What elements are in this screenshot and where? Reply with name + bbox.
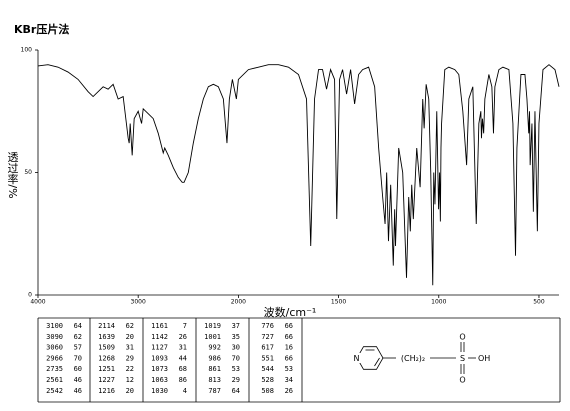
peak-transmittance: 30 [232, 344, 240, 352]
peak-wavenumber: 1127 [151, 344, 168, 352]
peak-transmittance: 60 [74, 365, 82, 373]
peak-transmittance: 64 [74, 322, 82, 330]
peak-transmittance: 66 [285, 333, 293, 341]
peak-wavenumber: 3090 [46, 333, 63, 341]
atom-label: S [460, 354, 465, 363]
peak-wavenumber: 727 [261, 333, 274, 341]
y-axis-label: 透过率/% [6, 151, 19, 198]
peak-wavenumber: 1161 [151, 322, 168, 330]
x-tick-label: 4000 [30, 299, 45, 306]
peak-wavenumber: 1001 [204, 333, 221, 341]
peak-transmittance: 66 [285, 322, 293, 330]
y-tick-label: 50 [24, 169, 32, 176]
peak-wavenumber: 1093 [151, 354, 168, 362]
peak-wavenumber: 1142 [151, 333, 168, 341]
peak-wavenumber: 544 [261, 365, 274, 373]
peak-wavenumber: 813 [208, 376, 221, 384]
peak-transmittance: 70 [232, 354, 240, 362]
peak-transmittance: 64 [232, 387, 240, 395]
peak-transmittance: 53 [285, 365, 293, 373]
peak-wavenumber: 1073 [151, 365, 168, 373]
peak-transmittance: 7 [183, 322, 187, 330]
peak-wavenumber: 1227 [98, 376, 115, 384]
peak-wavenumber: 2561 [46, 376, 63, 384]
peak-transmittance: 20 [126, 333, 134, 341]
x-tick-label: 3000 [131, 299, 146, 306]
peak-transmittance: 66 [285, 354, 293, 362]
peak-wavenumber: 1019 [204, 322, 221, 330]
peak-transmittance: 62 [126, 322, 134, 330]
peak-wavenumber: 3100 [46, 322, 63, 330]
peak-transmittance: 22 [126, 365, 134, 373]
chart-title: KBr压片法 [14, 22, 69, 36]
peak-wavenumber: 508 [261, 387, 274, 395]
peak-transmittance: 35 [232, 333, 240, 341]
peak-transmittance: 4 [183, 387, 187, 395]
peak-wavenumber: 2735 [46, 365, 63, 373]
peak-transmittance: 68 [179, 365, 187, 373]
structure: N (CH₂)₂ S O O OH [352, 333, 490, 385]
peak-wavenumber: 1251 [98, 365, 115, 373]
peak-transmittance: 29 [232, 376, 240, 384]
peak-wavenumber: 1509 [98, 344, 115, 352]
peak-transmittance: 31 [126, 344, 134, 352]
peak-wavenumber: 1216 [98, 387, 115, 395]
x-axis-label: 波数/cm⁻¹ [264, 306, 317, 319]
peak-wavenumber: 861 [208, 365, 221, 373]
peak-transmittance: 12 [126, 376, 134, 384]
peak-wavenumber: 551 [261, 354, 274, 362]
x-tick-label: 1500 [331, 299, 346, 306]
y-tick-label: 0 [28, 292, 32, 299]
peak-transmittance: 70 [74, 354, 82, 362]
peak-transmittance: 37 [232, 322, 240, 330]
peak-wavenumber: 992 [208, 344, 221, 352]
peak-transmittance: 31 [179, 344, 187, 352]
peak-transmittance: 57 [74, 344, 82, 352]
peak-transmittance: 26 [179, 333, 187, 341]
peak-table-frame [37, 317, 561, 403]
x-tick-label: 2000 [231, 299, 246, 306]
peak-wavenumber: 2966 [46, 354, 63, 362]
atom-label: O [459, 333, 465, 342]
peak-wavenumber: 2114 [98, 322, 115, 330]
peak-transmittance: 44 [179, 354, 187, 362]
peak-transmittance: 46 [74, 376, 82, 384]
peak-transmittance: 29 [126, 354, 134, 362]
peak-transmittance: 86 [179, 376, 187, 384]
spectrum-line [37, 64, 560, 286]
peak-transmittance: 62 [74, 333, 82, 341]
x-tick-label: 500 [533, 299, 545, 306]
peak-transmittance: 34 [285, 376, 293, 384]
peak-transmittance: 53 [232, 365, 240, 373]
peak-wavenumber: 1030 [151, 387, 168, 395]
peak-wavenumber: 1268 [98, 354, 115, 362]
peak-wavenumber: 1063 [151, 376, 168, 384]
peak-transmittance: 46 [74, 387, 82, 395]
atom-label: O [459, 376, 465, 385]
peak-wavenumber: 2542 [46, 387, 63, 395]
peak-wavenumber: 3060 [46, 344, 63, 352]
y-tick-label: 100 [21, 47, 33, 54]
peak-transmittance: 20 [126, 387, 134, 395]
peak-transmittance: 26 [285, 387, 293, 395]
peak-wavenumber: 617 [261, 344, 274, 352]
atom-label: N [354, 354, 360, 363]
peak-wavenumber: 1639 [98, 333, 115, 341]
peak-wavenumber: 986 [208, 354, 221, 362]
peak-transmittance: 16 [285, 344, 293, 352]
chain-label: (CH₂)₂ [401, 354, 425, 363]
peak-wavenumber: 787 [208, 387, 221, 395]
peak-wavenumber: 528 [261, 376, 274, 384]
peak-wavenumber: 776 [261, 322, 274, 330]
atom-label: OH [478, 354, 490, 363]
x-tick-label: 1000 [431, 299, 446, 306]
